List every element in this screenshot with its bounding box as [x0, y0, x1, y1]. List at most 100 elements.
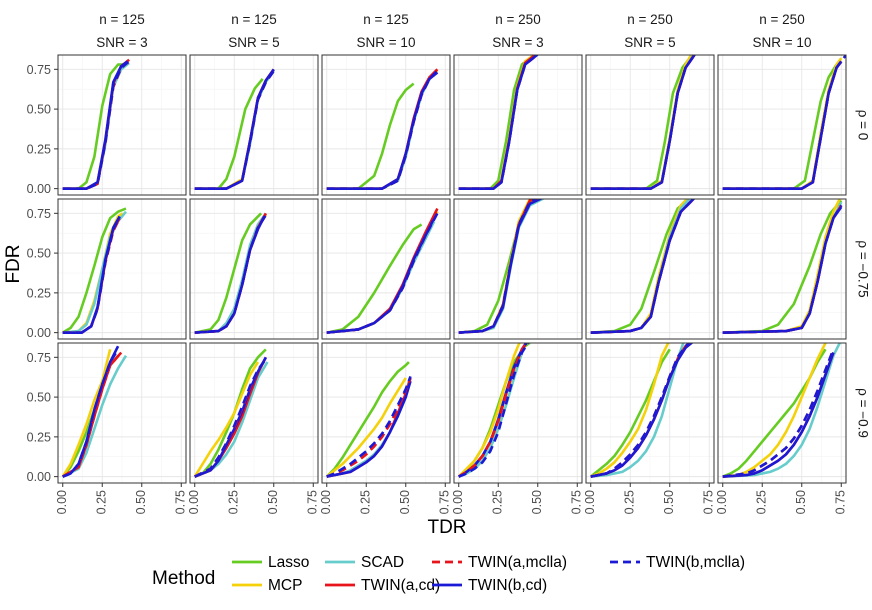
- col-strip-snr: SNR = 5: [228, 35, 279, 50]
- panel-r2-c3: [453, 342, 583, 484]
- panel-border: [189, 342, 319, 484]
- series-line-twin-b-mclla: [194, 214, 267, 334]
- panel-border: [57, 54, 187, 196]
- panel-border: [453, 342, 583, 484]
- col-strip-n: n = 125: [231, 12, 276, 27]
- facet-strips: n = 125 SNR = 3 n = 125 SNR = 5 n = 125 SNR =…: [96, 12, 870, 438]
- series-line-twin-a-mclla: [62, 351, 123, 478]
- legend-label: SCAD: [361, 554, 404, 571]
- series-line-twin-b-cd: [458, 55, 540, 190]
- legend-label: Lasso: [268, 554, 309, 571]
- col-strip-n: n = 250: [495, 12, 540, 27]
- series-group: [590, 55, 696, 190]
- panel-r1-c5: [717, 198, 847, 340]
- x-tick-label: 0.50: [662, 490, 676, 514]
- col-strip-snr: SNR = 3: [96, 35, 147, 50]
- panel-r1-c0: [57, 198, 187, 340]
- x-tick-label: 0.75: [834, 490, 848, 514]
- x-tick-label: 0.50: [794, 490, 808, 514]
- panel-border: [321, 198, 451, 340]
- panel-r2-c0: [57, 342, 187, 484]
- panel-border: [57, 198, 187, 340]
- series-line-lasso: [590, 199, 692, 334]
- col-strip-n: n = 250: [627, 12, 672, 27]
- x-tick-label: 0.25: [227, 490, 241, 514]
- panel-r0-c3: [453, 54, 583, 196]
- series-line-twin-b-cd: [590, 343, 694, 478]
- panel-border: [453, 54, 583, 196]
- axes-ticks: 0.000.250.500.750.000.250.500.750.000.25…: [27, 63, 848, 515]
- series-line-mcp: [193, 361, 260, 478]
- series-group: [722, 199, 843, 334]
- panel-r2-c1: [189, 342, 319, 484]
- panel-r2-c4: [585, 342, 715, 484]
- panel-border: [453, 198, 583, 340]
- x-tick-label: 0.00: [55, 490, 69, 514]
- series-group: [722, 343, 842, 478]
- row-strip-rho: ρ = −0.75: [855, 240, 870, 297]
- panel-r0-c4: [585, 54, 715, 196]
- series-line-twin-b-mclla: [194, 358, 267, 478]
- y-tick-label: 0.75: [27, 351, 51, 365]
- x-tick-label: 0.00: [715, 490, 729, 514]
- series-line-lasso: [326, 82, 415, 190]
- legend-label: TWIN(a,mclla): [468, 554, 567, 571]
- series-group: [62, 207, 127, 334]
- x-tick-label: 0.00: [451, 490, 465, 514]
- y-tick-label: 0.75: [27, 207, 51, 221]
- col-strip-n: n = 125: [99, 12, 144, 27]
- panel-r1-c4: [585, 198, 715, 340]
- panel-border: [585, 54, 715, 196]
- panel-border: [717, 198, 847, 340]
- row-strip-rho: ρ = 0: [855, 110, 870, 141]
- y-tick-label: 0.25: [27, 430, 51, 444]
- series-group: [457, 343, 532, 478]
- panel-border: [321, 342, 451, 484]
- col-strip-n: n = 250: [759, 12, 804, 27]
- x-tick-label: 0.50: [266, 490, 280, 514]
- y-tick-label: 0.00: [27, 182, 51, 196]
- col-strip-snr: SNR = 10: [357, 35, 416, 50]
- x-tick-label: 0.25: [95, 490, 109, 514]
- series-group: [722, 55, 846, 190]
- panels-layer: [57, 54, 847, 484]
- y-tick-label: 0.25: [27, 142, 51, 156]
- legend-title: Method: [152, 568, 215, 589]
- series-line-twin-b-mclla: [194, 70, 275, 190]
- x-tick-label: 0.00: [319, 490, 333, 514]
- series-line-lasso: [722, 199, 843, 334]
- series-line-twin-b-mclla: [722, 55, 846, 190]
- panel-border: [321, 54, 451, 196]
- panel-r0-c2: [321, 54, 451, 196]
- series-line-lasso: [326, 223, 423, 334]
- x-tick-label: 0.75: [570, 490, 584, 514]
- series-group: [326, 207, 439, 334]
- legend: Method Lasso MCP SCAD TWIN(a,cd) TWIN(a,mcll…: [152, 554, 745, 594]
- series-line-twin-b-mclla: [722, 348, 835, 478]
- panel-border: [585, 198, 715, 340]
- panel-border: [189, 198, 319, 340]
- series-group: [61, 345, 128, 478]
- series-line-mcp: [722, 343, 828, 478]
- series-group: [325, 361, 412, 478]
- panel-border: [585, 342, 715, 484]
- series-group: [458, 199, 546, 334]
- series-group: [589, 343, 694, 478]
- panel-r0-c1: [189, 54, 319, 196]
- series-group: [194, 68, 275, 190]
- series-line-mcp: [590, 343, 670, 478]
- x-tick-label: 0.25: [491, 490, 505, 514]
- x-tick-label: 0.75: [702, 490, 716, 514]
- y-tick-label: 0.50: [27, 247, 51, 261]
- series-line-twin-b-mclla: [590, 55, 696, 190]
- series-line-lasso: [325, 361, 410, 478]
- series-line-twin-b-mclla: [458, 343, 530, 478]
- series-group: [62, 58, 130, 190]
- panel-r1-c1: [189, 198, 319, 340]
- y-tick-label: 0.25: [27, 286, 51, 300]
- series-line-twin-b-mclla: [326, 375, 412, 478]
- series-line-twin-b-cd: [326, 380, 412, 478]
- series-line-twin-b-mclla: [458, 199, 540, 334]
- legend-label: TWIN(b,mclla): [646, 554, 745, 571]
